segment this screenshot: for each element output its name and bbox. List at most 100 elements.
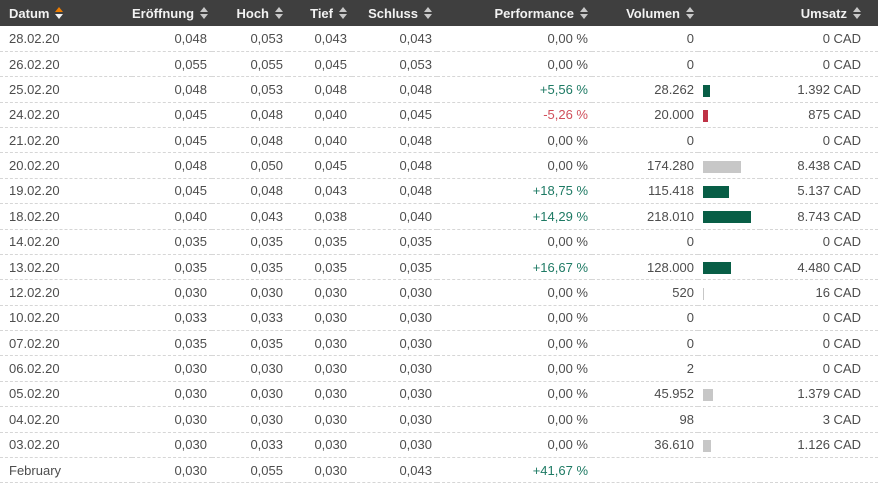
volume-bar <box>703 439 711 452</box>
cell-open: 0,030 <box>132 381 212 408</box>
cell-open: 0,035 <box>132 254 212 281</box>
column-header-performance[interactable]: Performance <box>437 0 592 26</box>
cell-volume-bar <box>698 254 760 281</box>
cell-turnover: 1.379 CAD <box>760 381 878 408</box>
cell-low: 0,040 <box>288 127 352 154</box>
cell-high: 0,050 <box>212 152 288 179</box>
cell-low: 0,030 <box>288 381 352 408</box>
cell-close: 0,030 <box>352 305 437 332</box>
cell-volume-bar <box>698 229 760 255</box>
sort-icon-umsatz <box>853 7 861 20</box>
cell-performance: +18,75 % <box>437 178 592 205</box>
cell-high: 0,030 <box>212 381 288 408</box>
cell-volume: 0 <box>592 330 698 357</box>
cell-close: 0,030 <box>352 355 437 382</box>
volume-bar <box>703 160 741 173</box>
cell-date: 07.02.20 <box>0 330 132 357</box>
cell-turnover: 8.438 CAD <box>760 152 878 179</box>
sort-up-arrow-icon <box>853 7 861 13</box>
column-header-eroeffnung[interactable]: Eröffnung <box>132 0 212 26</box>
cell-low: 0,030 <box>288 457 352 484</box>
volume-bar <box>703 389 713 401</box>
cell-low: 0,030 <box>288 355 352 382</box>
cell-volume-bar <box>698 406 760 433</box>
table-header: Datum Eröffnung Hoch Tief Schluss Perfor… <box>0 0 878 26</box>
column-header-label: Umsatz <box>800 5 847 21</box>
cell-volume-bar <box>698 305 760 332</box>
table-row: 06.02.20 0,030 0,030 0,030 0,030 0,00 % … <box>0 355 878 382</box>
column-header-volumen[interactable]: Volumen <box>592 0 698 26</box>
cell-volume: 0 <box>592 51 698 78</box>
cell-high: 0,035 <box>212 330 288 357</box>
cell-low: 0,035 <box>288 254 352 281</box>
cell-close: 0,048 <box>352 76 437 103</box>
table-row: 21.02.20 0,045 0,048 0,040 0,048 0,00 % … <box>0 127 878 154</box>
cell-performance: 0,00 % <box>437 279 592 306</box>
column-header-schluss[interactable]: Schluss <box>352 0 437 26</box>
table-row: 04.02.20 0,030 0,030 0,030 0,030 0,00 % … <box>0 406 878 433</box>
cell-turnover: 16 CAD <box>760 279 878 306</box>
cell-volume: 0 <box>592 305 698 332</box>
sort-down-arrow-icon <box>686 14 694 20</box>
cell-close: 0,048 <box>352 152 437 179</box>
cell-high: 0,030 <box>212 279 288 306</box>
cell-turnover: 0 CAD <box>760 51 878 78</box>
cell-turnover: 0 CAD <box>760 127 878 154</box>
cell-close: 0,048 <box>352 178 437 205</box>
sort-down-arrow-icon <box>424 14 432 20</box>
cell-low: 0,045 <box>288 51 352 78</box>
table-row: 07.02.20 0,035 0,035 0,030 0,030 0,00 % … <box>0 330 878 357</box>
table-row: 13.02.20 0,035 0,035 0,035 0,035 +16,67 … <box>0 254 878 281</box>
cell-volume-bar <box>698 330 760 357</box>
cell-high: 0,053 <box>212 26 288 52</box>
table-row: 20.02.20 0,048 0,050 0,045 0,048 0,00 % … <box>0 152 878 179</box>
volume-bar <box>703 109 708 122</box>
cell-date: 26.02.20 <box>0 51 132 78</box>
cell-performance: 0,00 % <box>437 229 592 255</box>
cell-performance: +14,29 % <box>437 203 592 230</box>
cell-date: 06.02.20 <box>0 355 132 382</box>
cell-performance: 0,00 % <box>437 305 592 332</box>
column-header-tief[interactable]: Tief <box>288 0 352 26</box>
column-header-label: Eröffnung <box>132 5 195 21</box>
sort-down-arrow-icon <box>339 14 347 20</box>
cell-volume: 128.000 <box>592 254 698 281</box>
sort-icon-tief <box>339 7 347 20</box>
cell-volume: 174.280 <box>592 152 698 179</box>
cell-volume: 520 <box>592 279 698 306</box>
cell-volume: 0 <box>592 26 698 52</box>
cell-close: 0,045 <box>352 102 437 129</box>
cell-volume-bar <box>698 457 760 484</box>
cell-volume-bar <box>698 279 760 306</box>
cell-open: 0,030 <box>132 355 212 382</box>
cell-turnover: 8.743 CAD <box>760 203 878 230</box>
cell-open: 0,030 <box>132 279 212 306</box>
cell-volume-bar <box>698 203 760 230</box>
cell-open: 0,035 <box>132 330 212 357</box>
cell-performance: 0,00 % <box>437 381 592 408</box>
column-header-datum[interactable]: Datum <box>0 0 132 26</box>
cell-date: 12.02.20 <box>0 279 132 306</box>
cell-turnover: 3 CAD <box>760 406 878 433</box>
cell-volume-bar <box>698 51 760 78</box>
cell-close: 0,048 <box>352 127 437 154</box>
cell-open: 0,048 <box>132 76 212 103</box>
cell-high: 0,055 <box>212 51 288 78</box>
cell-date: 21.02.20 <box>0 127 132 154</box>
cell-date: 13.02.20 <box>0 254 132 281</box>
sort-icon-schluss <box>424 7 432 20</box>
cell-performance: -5,26 % <box>437 102 592 129</box>
column-header-umsatz[interactable]: Umsatz <box>760 0 878 26</box>
cell-open: 0,045 <box>132 127 212 154</box>
table-row: 10.02.20 0,033 0,033 0,030 0,030 0,00 % … <box>0 305 878 332</box>
cell-date: 19.02.20 <box>0 178 132 205</box>
sort-up-arrow-icon <box>686 7 694 13</box>
column-header-hoch[interactable]: Hoch <box>212 0 288 26</box>
cell-open: 0,030 <box>132 457 212 484</box>
cell-performance: 0,00 % <box>437 432 592 458</box>
column-header-volume-bar-spacer <box>698 0 760 26</box>
table-body: 28.02.20 0,048 0,053 0,043 0,043 0,00 % … <box>0 26 878 484</box>
cell-performance: 0,00 % <box>437 152 592 179</box>
cell-date: February <box>0 457 132 484</box>
sort-down-arrow-icon <box>200 14 209 20</box>
